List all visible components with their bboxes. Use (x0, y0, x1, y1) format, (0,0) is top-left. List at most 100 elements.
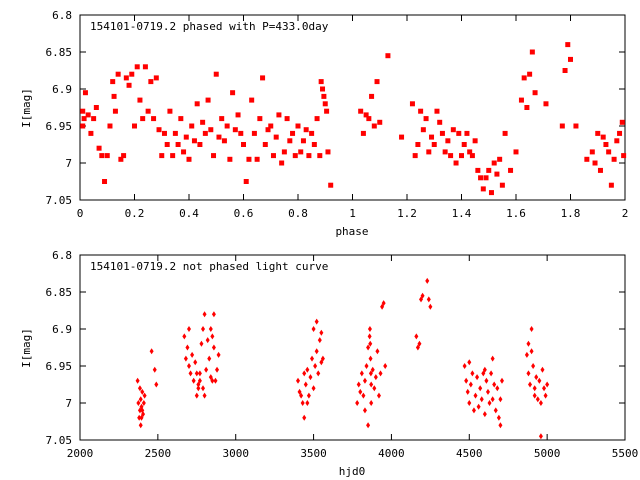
data-point (104, 153, 110, 159)
data-point (202, 392, 207, 399)
data-point (526, 340, 531, 347)
data-point (490, 396, 495, 403)
data-point (149, 348, 154, 355)
data-point (260, 75, 266, 81)
data-point (367, 333, 372, 340)
x-tick-label: 1 (349, 207, 356, 220)
data-point (383, 363, 388, 369)
data-point (497, 156, 503, 162)
data-point (194, 101, 200, 107)
data-point (211, 311, 216, 318)
data-point (494, 171, 500, 177)
data-point (467, 359, 472, 366)
data-point (80, 123, 86, 129)
data-point (140, 116, 146, 122)
data-point (99, 153, 105, 159)
data-point (191, 138, 197, 144)
data-point (201, 385, 206, 392)
x-tick-label: 3500 (300, 447, 327, 460)
data-point (238, 130, 244, 136)
data-point (314, 116, 320, 122)
data-point (85, 112, 91, 118)
data-point (196, 381, 201, 388)
x-axis-label: hjd0 (339, 465, 366, 478)
data-point (303, 381, 308, 388)
x-tick-label: 1.8 (561, 207, 581, 220)
data-point (376, 392, 381, 399)
data-point (584, 156, 590, 162)
data-point (186, 156, 192, 162)
data-point (302, 370, 307, 377)
data-point (156, 127, 162, 133)
data-point (273, 134, 279, 140)
data-point (414, 333, 419, 340)
data-point (141, 400, 146, 406)
data-point (595, 130, 601, 136)
data-point (434, 108, 440, 114)
data-point (369, 400, 374, 406)
data-point (121, 153, 127, 159)
data-point (243, 179, 249, 184)
data-point (292, 153, 298, 159)
data-point (319, 329, 324, 336)
data-point (417, 340, 422, 347)
data-point (328, 182, 334, 188)
x-tick-label: 0.8 (288, 207, 308, 220)
data-point (442, 149, 448, 155)
tick-group: 0 0.2 0.4 0.6 0.8 1 1.2 1.4 1.6 1.8 2 6.8 6.85 6.9 6.9… (46, 9, 629, 220)
data-point (385, 53, 391, 59)
plot-frame (79, 14, 626, 201)
data-point (138, 396, 143, 403)
data-point (621, 153, 627, 159)
data-point (181, 149, 187, 155)
unphased-light-curve-chart: 154101-0719.2 not phased light curve hjd… (20, 249, 638, 478)
data-point (412, 153, 418, 159)
data-point (320, 355, 325, 362)
data-point (532, 385, 537, 392)
data-point (202, 130, 208, 136)
data-point (311, 326, 316, 332)
data-point (318, 79, 324, 85)
data-point (482, 411, 487, 418)
data-point (529, 326, 534, 332)
y-tick-label: 6.9 (52, 83, 72, 96)
data-point (415, 344, 420, 351)
data-point (611, 156, 617, 162)
data-point (194, 392, 199, 399)
data-point (565, 42, 571, 48)
data-point (262, 142, 268, 147)
data-point (317, 153, 323, 159)
data-point (380, 303, 385, 310)
data-point (439, 130, 445, 136)
data-point (462, 363, 467, 369)
data-point (139, 414, 144, 421)
data-point (478, 385, 483, 392)
data-point (472, 138, 478, 144)
phased-light-curve-chart: 154101-0719.2 phased with P=433.0day pha… (20, 9, 628, 238)
y-axis-label: I[mag] (20, 328, 33, 368)
data-point (355, 400, 360, 406)
data-point (465, 388, 470, 395)
data-point (191, 377, 196, 384)
data-point (370, 366, 375, 373)
data-point (368, 340, 373, 347)
data-point (311, 142, 317, 147)
data-point (305, 366, 310, 373)
data-point (425, 277, 430, 284)
x-tick-label: 0.4 (179, 207, 199, 220)
data-point (232, 127, 238, 133)
data-point (249, 97, 255, 103)
data-point (189, 123, 195, 129)
data-point (493, 407, 498, 414)
y-tick-label: 6.95 (46, 360, 73, 373)
data-point (540, 366, 545, 373)
data-point (216, 134, 222, 140)
data-point (88, 130, 94, 136)
data-point (302, 414, 307, 421)
data-point (208, 326, 213, 332)
data-point (317, 337, 322, 344)
data-point (478, 175, 484, 181)
data-point (368, 355, 373, 362)
data-point (361, 392, 366, 399)
data-point (499, 377, 504, 384)
